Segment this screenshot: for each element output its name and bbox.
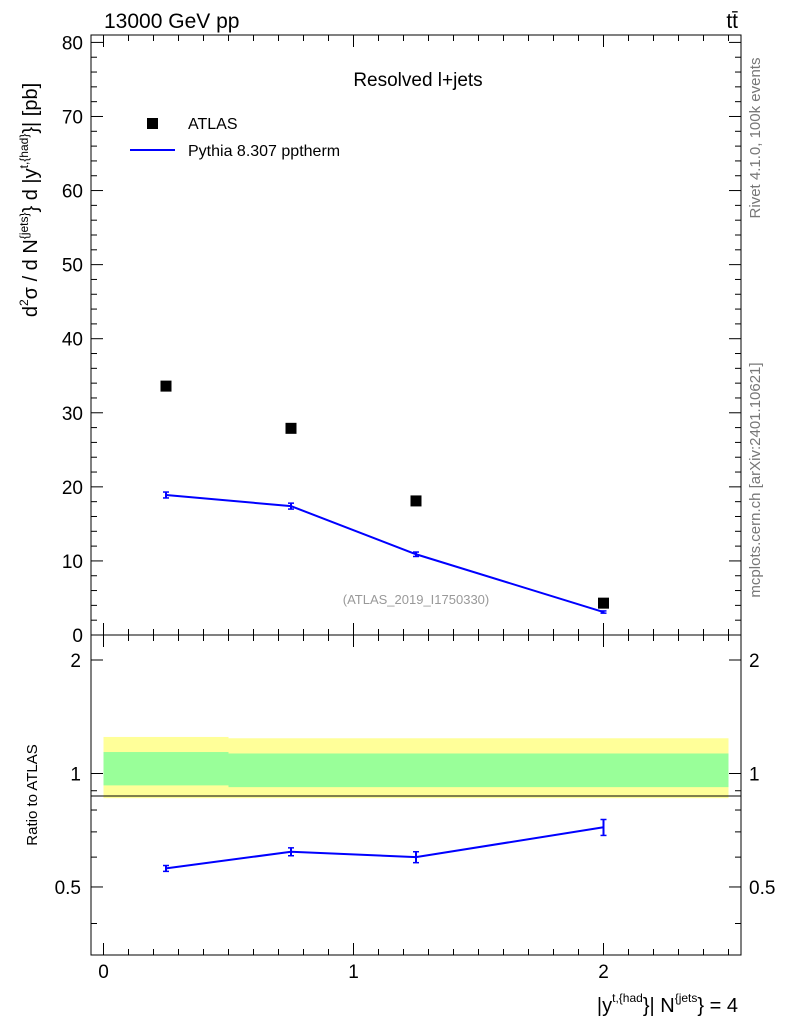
atlas-point [598, 597, 609, 609]
ratio-band-green [478, 753, 729, 788]
ratio-ytick-label: 1 [70, 764, 81, 785]
ratio-ytick-label: 0.5 [55, 878, 81, 899]
main-ytick-label: 30 [62, 404, 83, 425]
ratio-xtick-label: 0 [98, 962, 109, 983]
main-ytick-label: 60 [62, 182, 83, 203]
rivet-label: Rivet 4.1.0, 100k events [747, 58, 764, 219]
svg-text:d2σ / d N{jets}} d |yt,{had}}|: d2σ / d N{jets}} d |yt,{had}}| [pb] [17, 83, 42, 317]
main-ylabel: d2σ / d N{jets}} d |yt,{had}}| [pb] [17, 83, 42, 317]
analysis-label: (ATLAS_2019_I1750330) [343, 592, 489, 607]
legend: ATLAS Pythia 8.307 pptherm [130, 116, 340, 160]
ratio-ytick-label-right: 0.5 [749, 878, 775, 899]
atlas-point [160, 380, 172, 392]
ratio-frame [90, 634, 742, 956]
ratio-panel: 0.5 0.5 1 1 2 2 0 1 2 Ratio to ATLAS |yt,{had}| … [24, 634, 775, 1017]
main-ytick-label: 20 [62, 478, 83, 499]
main-ytick-label: 70 [62, 107, 83, 128]
process-label: tt̄ [726, 10, 738, 33]
svg-text:|yt,{had}| N{jets} = 4: |yt,{had}| N{jets} = 4 [597, 991, 738, 1017]
ratio-ytick-label-right: 2 [749, 651, 760, 672]
mcplots-label: mcplots.cern.ch [arXiv:2401.10621] [747, 362, 764, 597]
ratio-band-green [228, 753, 479, 788]
ratio-ylabel: Ratio to ATLAS [24, 744, 41, 845]
main-panel: 0 10 20 30 40 50 60 70 80 Resolved l+jets (ATLAS… [17, 33, 742, 647]
ratio-pythia-line [165, 826, 604, 870]
ratio-ytick-label: 2 [70, 651, 81, 672]
ratio-xtick-label: 2 [598, 962, 609, 983]
main-title: Resolved l+jets [353, 70, 482, 91]
energy-label: 13000 GeV pp [104, 10, 239, 33]
ratio-xtick-label: 1 [348, 962, 359, 983]
main-ytick-label: 80 [62, 33, 83, 54]
atlas-point [410, 495, 422, 507]
legend-atlas-label: ATLAS [188, 116, 238, 133]
main-ytick-label: 50 [62, 256, 83, 277]
pythia-line [165, 494, 604, 613]
atlas-point [285, 422, 297, 434]
legend-pythia-label: Pythia 8.307 pptherm [188, 143, 340, 160]
main-ytick-label: 40 [62, 330, 83, 351]
legend-atlas-marker [147, 118, 158, 129]
ratio-xlabel: |yt,{had}| N{jets} = 4 [597, 991, 738, 1017]
ratio-ytick-label-right: 1 [749, 764, 760, 785]
main-ytick-label: 10 [62, 552, 83, 573]
ratio-band-green [103, 752, 229, 786]
main-ytick-label: 0 [72, 626, 83, 647]
